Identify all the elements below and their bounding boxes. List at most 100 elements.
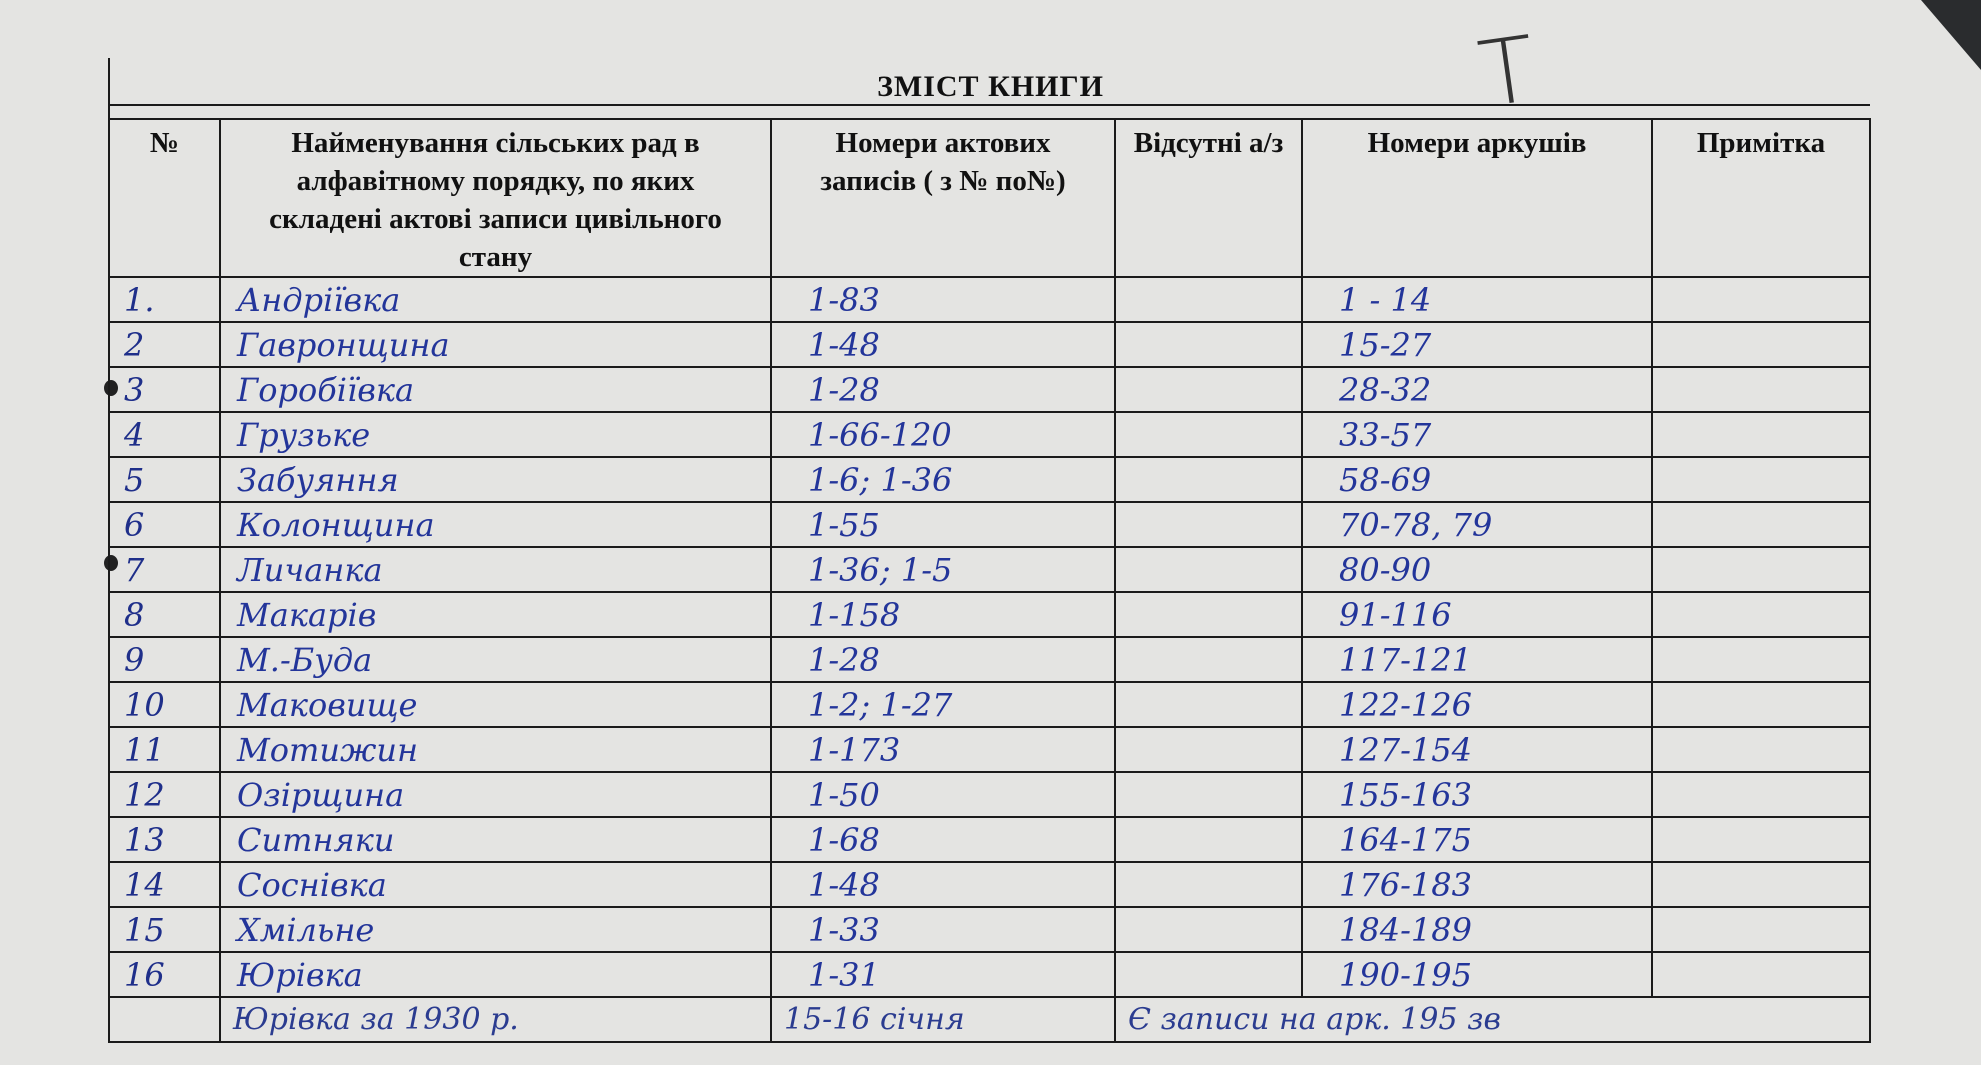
cell-missing [1114, 501, 1303, 548]
cell-name: М.-Буда [219, 636, 772, 683]
cell-number: 6 [108, 501, 221, 548]
cell-sheets: 117-121 [1301, 636, 1653, 683]
cell-number: 16 [108, 951, 221, 998]
cell-name: Забуяння [219, 456, 772, 503]
cell-missing [1114, 366, 1303, 413]
cell-number: 1. [108, 276, 221, 323]
cell-acts: 1-28 [770, 366, 1116, 413]
cell-name: Юрівка за 1930 р. [219, 996, 772, 1043]
cell-missing [1114, 816, 1303, 863]
table-row: 5 Забуяння 1-6; 1-36 58-69 [108, 456, 1871, 503]
cell-note [1651, 951, 1871, 998]
header-note: Примітка [1651, 118, 1871, 278]
cell-acts: 1-68 [770, 816, 1116, 863]
cell-number: 8 [108, 591, 221, 638]
cell-acts: 1-50 [770, 771, 1116, 818]
header-council-name: Найменування сільських рад в алфавітному… [219, 118, 772, 278]
header-missing: Відсутні а/з [1114, 118, 1303, 278]
cell-number: 15 [108, 906, 221, 953]
cell-missing [1114, 726, 1303, 773]
cell-name: Гавронщина [219, 321, 772, 368]
cell-missing [1114, 546, 1303, 593]
cell-number: 7 [108, 546, 221, 593]
cell-sheets: 164-175 [1301, 816, 1653, 863]
cell-sheets: 15-27 [1301, 321, 1653, 368]
table-row: 11 Мотижин 1-173 127-154 [108, 726, 1871, 773]
table-row: 4 Грузьке 1-66-120 33-57 [108, 411, 1871, 458]
cell-acts: 1-6; 1-36 [770, 456, 1116, 503]
table-row: 10 Маковище 1-2; 1-27 122-126 [108, 681, 1871, 728]
table-row: 6 Колонщина 1-55 70-78, 79 [108, 501, 1871, 548]
cell-name: Ситняки [219, 816, 772, 863]
cell-missing [1114, 951, 1303, 998]
cell-number: 11 [108, 726, 221, 773]
table-row: 3 Горобіївка 1-28 28-32 [108, 366, 1871, 413]
table-row: 15 Хмільне 1-33 184-189 [108, 906, 1871, 953]
cell-acts: 1-158 [770, 591, 1116, 638]
title-rule [108, 104, 1870, 106]
header-sheet-numbers: Номери аркушів [1301, 118, 1653, 278]
cell-number: 3 [108, 366, 221, 413]
cell-sheets: 28-32 [1301, 366, 1653, 413]
cell-acts: 1-66-120 [770, 411, 1116, 458]
header-number: № [108, 118, 221, 278]
cell-missing [1114, 861, 1303, 908]
cell-name: Горобіївка [219, 366, 772, 413]
table-row: 16 Юрівка 1-31 190-195 [108, 951, 1871, 998]
cell-note [1651, 726, 1871, 773]
cell-note [1651, 636, 1871, 683]
cell-note [1651, 276, 1871, 323]
cell-number: 12 [108, 771, 221, 818]
cell-name: Соснівка [219, 861, 772, 908]
cell-name: Мотижин [219, 726, 772, 773]
cell-acts: 1-33 [770, 906, 1116, 953]
cell-sheets: 127-154 [1301, 726, 1653, 773]
cell-missing [1114, 591, 1303, 638]
cell-acts: 1-55 [770, 501, 1116, 548]
cell-missing [1114, 276, 1303, 323]
table-row: 8 Макарів 1-158 91-116 [108, 591, 1871, 638]
cell-sheets: 70-78, 79 [1301, 501, 1653, 548]
cell-sheets: 176-183 [1301, 861, 1653, 908]
cell-sheets: 91-116 [1301, 591, 1653, 638]
cell-sheets: 33-57 [1301, 411, 1653, 458]
cell-number: 9 [108, 636, 221, 683]
cell-acts: 1-48 [770, 861, 1116, 908]
cell-sheets: 190-195 [1301, 951, 1653, 998]
cell-sheets: 80-90 [1301, 546, 1653, 593]
cell-number: 14 [108, 861, 221, 908]
cell-note [1651, 321, 1871, 368]
cell-acts: 15-16 січня [770, 996, 1116, 1043]
cell-note [1651, 681, 1871, 728]
cell-missing [1114, 771, 1303, 818]
cell-name: Макарів [219, 591, 772, 638]
cell-acts: 1-48 [770, 321, 1116, 368]
cell-acts: 1-28 [770, 636, 1116, 683]
cell-acts: 1-173 [770, 726, 1116, 773]
table-row: 13 Ситняки 1-68 164-175 [108, 816, 1871, 863]
cell-missing [1114, 321, 1303, 368]
cell-sheets: 58-69 [1301, 456, 1653, 503]
cell-note [1651, 816, 1871, 863]
cell-name: Колонщина [219, 501, 772, 548]
table-row: 9 М.-Буда 1-28 117-121 [108, 636, 1871, 683]
cell-name: Юрівка [219, 951, 772, 998]
cell-acts: 1-2; 1-27 [770, 681, 1116, 728]
cell-sheets: 1 - 14 [1301, 276, 1653, 323]
cell-name: Озірщина [219, 771, 772, 818]
cell-number: 2 [108, 321, 221, 368]
cell-name: Андріївка [219, 276, 772, 323]
cell-number: 4 [108, 411, 221, 458]
cell-name: Личанка [219, 546, 772, 593]
cell-number: 10 [108, 681, 221, 728]
cell-note [1651, 366, 1871, 413]
cell-name: Грузьке [219, 411, 772, 458]
cell-note [1651, 546, 1871, 593]
cell-note [1651, 411, 1871, 458]
cell-sheets: 184-189 [1301, 906, 1653, 953]
cell-sheets: 155-163 [1301, 771, 1653, 818]
cell-note [1651, 456, 1871, 503]
table-header-row: № Найменування сільських рад в алфавітно… [108, 118, 1871, 278]
table-row: 12 Озірщина 1-50 155-163 [108, 771, 1871, 818]
cell-note [1651, 501, 1871, 548]
